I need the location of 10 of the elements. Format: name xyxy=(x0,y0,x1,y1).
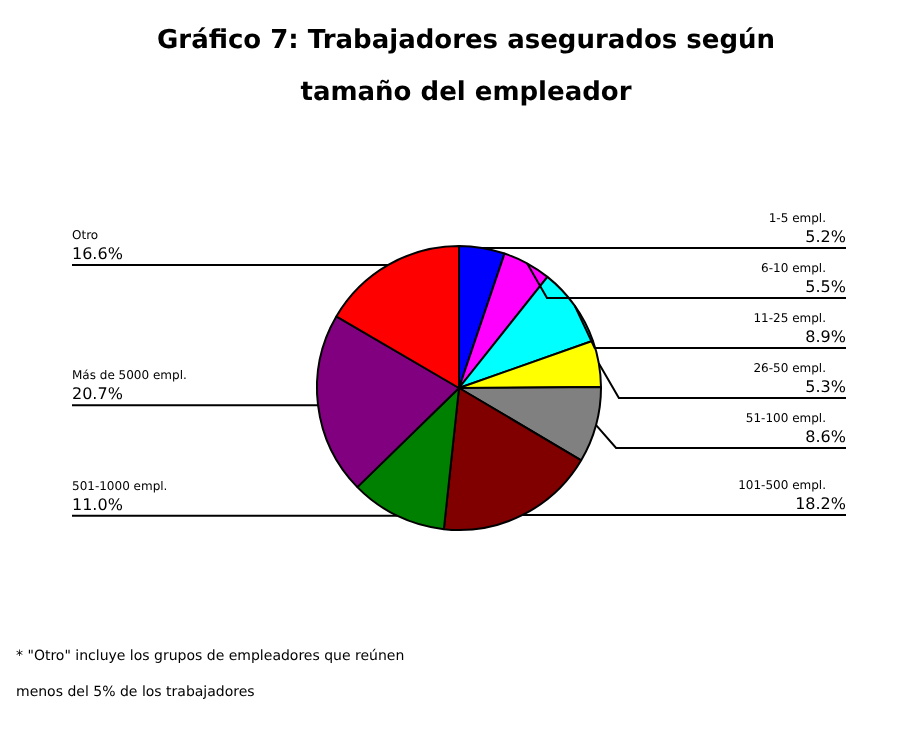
chart-title: Gráfico 7: Trabajadores asegurados según tamaño del empleador xyxy=(154,24,778,112)
data-label: 5.3% xyxy=(805,377,847,396)
data-label: 16.6% xyxy=(72,244,124,263)
data-label: 8.6% xyxy=(805,427,847,446)
data-label: 5.2% xyxy=(805,227,847,246)
data-label: 18.2% xyxy=(795,494,847,513)
data-label: 20.7% xyxy=(72,385,124,404)
data-label: 8.9% xyxy=(805,327,847,346)
data-label: 11.0% xyxy=(72,495,124,514)
data-label: 5.5% xyxy=(805,277,847,296)
